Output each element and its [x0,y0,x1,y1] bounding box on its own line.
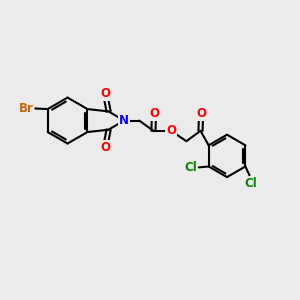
Text: O: O [166,124,176,137]
Text: O: O [149,107,159,120]
Text: Br: Br [18,102,33,115]
Text: Cl: Cl [184,161,197,175]
Text: Cl: Cl [244,177,257,190]
Text: N: N [119,114,129,127]
Text: O: O [100,87,110,100]
Text: O: O [100,141,110,154]
Text: O: O [196,107,206,120]
